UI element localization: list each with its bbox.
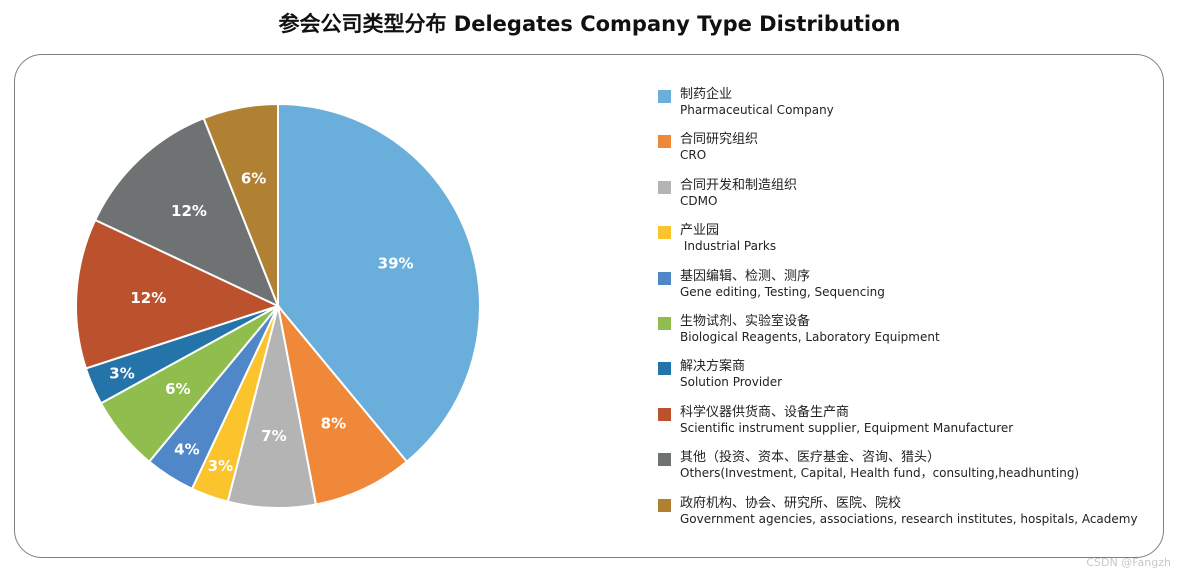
legend-label-en-7: Scientific instrument supplier, Equipmen… [680, 420, 1014, 435]
chart-title: 参会公司类型分布 Delegates Company Type Distribu… [278, 12, 901, 36]
pie-slice-label-8: 12% [171, 202, 207, 220]
legend-item-9: 政府机构、协会、研究所、医院、院校 Government agencies, as… [658, 495, 1148, 540]
legend-label-cn-7: 科学仪器供货商、设备生产商 [680, 404, 850, 420]
legend-label-en-2: CDMO [680, 193, 718, 208]
pie-slice-label-5: 6% [165, 380, 190, 398]
legend-item-3: 产业园 Industrial Parks [658, 222, 1148, 267]
legend-label-en-0: Pharmaceutical Company [680, 103, 834, 117]
legend-swatch-1 [658, 135, 671, 149]
pie-slice-label-0: 39% [378, 255, 414, 273]
legend-label-en-3: Industrial Parks [680, 239, 777, 254]
pie-slice-label-2: 7% [261, 427, 286, 445]
pie-slice-7 [75, 218, 281, 370]
legend-label-cn-6: 解决方案商 [680, 359, 746, 375]
legend-label-cn-9: 政府机构、协会、研究所、医院、院校 [680, 495, 902, 511]
legend-item-8: 其他（投资、资本、医疗基金、咨询、猎头） Others(Investment, C… [658, 449, 1148, 494]
pie-slice-0 [277, 102, 481, 464]
legend-swatch-0 [658, 90, 671, 103]
pie-slice-label-7: 12% [130, 289, 166, 307]
legend-label-cn-5: 生物试剂、实验室设备 [680, 313, 811, 329]
legend-swatch-4 [658, 271, 671, 285]
legend-swatch-8 [658, 453, 671, 467]
legend-label-en-4: Gene editing, Testing, Sequencing [680, 284, 885, 299]
chart-panel [14, 54, 1164, 558]
legend-swatch-6 [658, 362, 671, 376]
legend-label-cn-2: 合同开发和制造组织 [680, 177, 798, 193]
legend-label-en-6: Solution Provider [680, 375, 783, 390]
pie-slice-label-9: 6% [241, 169, 266, 187]
legend-label-en-5: Biological Reagents, Laboratory Equipmen… [680, 329, 940, 344]
pie-slice-9 [202, 102, 279, 307]
legend-label-cn-1: 合同研究组织 [680, 132, 759, 148]
chart-legend: 制药企业 Pharmaceutical Company 合同研究组织 CRO 合同开发和… [658, 86, 1148, 540]
legend-label-cn-8: 其他（投资、资本、医疗基金、咨询、猎头） [680, 450, 941, 466]
legend-swatch-5 [658, 316, 671, 330]
legend-label-cn-3: 产业园 [680, 223, 720, 239]
legend-label-en-1: CRO [680, 148, 707, 163]
pie-slice-1 [277, 305, 409, 506]
legend-item-7: 科学仪器供货商、设备生产商 Scientific instrument suppl… [658, 404, 1148, 449]
pie-slice-8 [93, 116, 280, 308]
pie-slice-label-6: 3% [109, 365, 134, 383]
legend-item-4: 基因编辑、检测、测序 Gene editing, Testing, Sequenc… [658, 268, 1148, 313]
legend-item-0: 制药企业 Pharmaceutical Company [658, 86, 1148, 131]
legend-swatch-3 [658, 226, 671, 240]
legend-item-2: 合同开发和制造组织 CDMO [658, 177, 1148, 222]
pie-slice-label-4: 4% [174, 441, 199, 459]
legend-label-en-8: Others(Investment, Capital, Health fund，… [680, 466, 1080, 481]
pie-slice-label-3: 3% [208, 457, 233, 475]
legend-item-6: 解决方案商 Solution Provider [658, 358, 1148, 403]
pie-slice-label-1: 8% [321, 415, 346, 433]
legend-swatch-2 [658, 180, 671, 194]
legend-swatch-9 [658, 498, 671, 512]
legend-label-en-9: Government agencies, associations, resea… [680, 511, 1138, 526]
legend-label-cn-4: 基因编辑、检测、测序 [680, 268, 811, 284]
legend-label-cn-0: 制药企业 [680, 87, 733, 102]
legend-swatch-7 [658, 407, 671, 421]
legend-item-1: 合同研究组织 CRO [658, 131, 1148, 176]
legend-item-5: 生物试剂、实验室设备 Biological Reagents, Laborator… [658, 313, 1148, 358]
watermark: CSDN @Fangzh [1086, 556, 1171, 569]
